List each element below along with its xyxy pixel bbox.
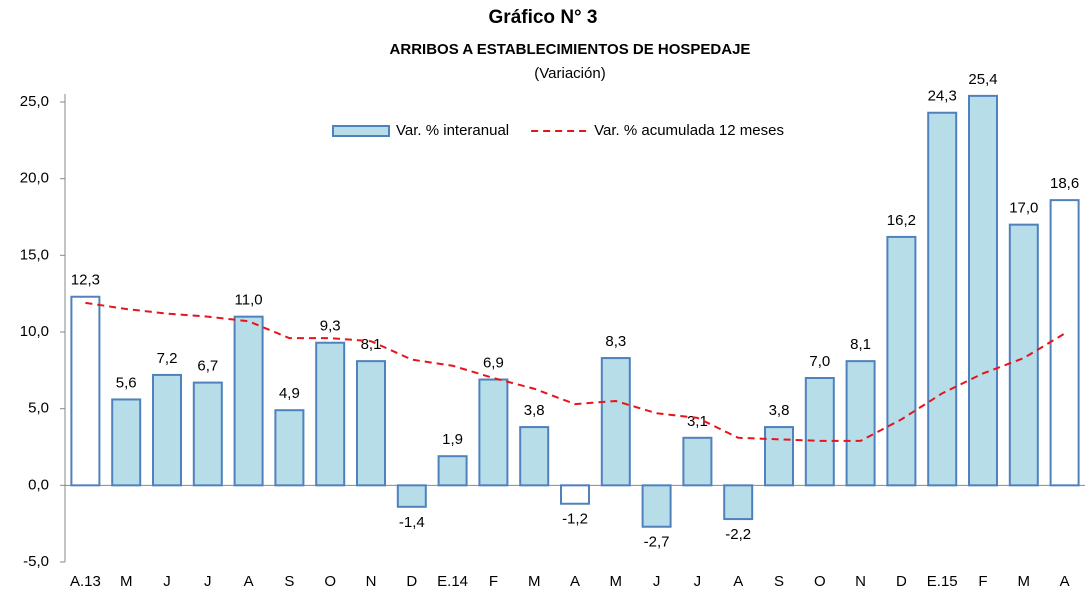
bar xyxy=(641,484,672,528)
value-label: 5,6 xyxy=(116,374,137,391)
x-tick-label: M xyxy=(528,573,541,590)
value-label: 3,8 xyxy=(769,402,790,419)
x-tick-label: D xyxy=(406,573,417,590)
x-tick-label: J xyxy=(694,573,702,590)
bar xyxy=(927,111,958,487)
value-label: -1,4 xyxy=(399,514,425,531)
line xyxy=(85,301,1066,442)
value-label: 11,0 xyxy=(235,292,263,309)
bar xyxy=(886,235,917,487)
x-tick-label: S xyxy=(774,573,784,590)
value-label: 12,3 xyxy=(71,272,100,289)
bar xyxy=(600,357,631,487)
value-label: 3,8 xyxy=(524,402,545,419)
value-label: 7,0 xyxy=(809,353,830,370)
x-tick-label: J xyxy=(204,573,212,590)
y-tick-label: 0,0 xyxy=(28,476,49,493)
x-tick-label: O xyxy=(814,573,826,590)
y-tick-label: 10,0 xyxy=(20,323,49,340)
chart-subtitle: ARRIBOS A ESTABLECIMIENTOS DE HOSPEDAJE xyxy=(390,41,751,58)
value-label: 16,2 xyxy=(887,212,916,229)
y-tick-label: -5,0 xyxy=(23,553,49,570)
value-label: 8,1 xyxy=(850,336,871,353)
x-tick-label: N xyxy=(366,573,377,590)
bar xyxy=(396,484,427,508)
bar xyxy=(478,378,509,487)
x-tick-label: M xyxy=(120,573,133,590)
bar xyxy=(1049,199,1080,487)
x-tick-label: F xyxy=(489,573,498,590)
value-label: 7,2 xyxy=(157,350,178,367)
bar xyxy=(315,341,346,487)
value-label: 6,9 xyxy=(483,355,504,372)
value-label: -1,2 xyxy=(562,511,588,528)
bar xyxy=(804,377,835,487)
bar xyxy=(1008,223,1039,487)
x-tick-label: M xyxy=(610,573,623,590)
x-tick-label: S xyxy=(284,573,294,590)
x-tick-label: A xyxy=(244,573,254,590)
bar xyxy=(233,315,264,487)
x-tick-label: N xyxy=(855,573,866,590)
value-label: 6,7 xyxy=(197,358,218,375)
bar xyxy=(968,94,998,487)
x-tick-label: A xyxy=(1060,573,1070,590)
x-tick-label: O xyxy=(324,573,336,590)
bar xyxy=(70,295,101,487)
x-tick-label: J xyxy=(163,573,171,590)
bar xyxy=(764,426,794,487)
x-tick-label: A xyxy=(570,573,580,590)
y-tick-label: 25,0 xyxy=(20,93,49,110)
value-label: 4,9 xyxy=(279,385,300,402)
chart-title: Gráfico N° 3 xyxy=(489,7,598,28)
x-tick-label: E.15 xyxy=(927,573,958,590)
legend-swatch xyxy=(332,125,390,137)
x-tick-label: M xyxy=(1018,573,1031,590)
value-label: 8,1 xyxy=(361,336,382,353)
y-tick-label: 20,0 xyxy=(20,170,49,187)
value-label: -2,2 xyxy=(725,526,751,543)
x-tick-label: A xyxy=(733,573,743,590)
bar xyxy=(356,360,386,487)
bar xyxy=(274,409,305,487)
bar xyxy=(682,436,713,487)
value-label: 25,4 xyxy=(968,71,997,88)
value-label: 9,3 xyxy=(320,318,341,335)
bar xyxy=(111,398,142,487)
bar xyxy=(723,484,754,521)
value-label: 1,9 xyxy=(442,431,463,448)
bar xyxy=(845,360,876,487)
bar xyxy=(519,426,550,487)
x-tick-label: J xyxy=(653,573,661,590)
y-tick-label: 5,0 xyxy=(28,400,49,417)
value-label: 24,3 xyxy=(928,88,957,105)
x-tick-label: F xyxy=(978,573,987,590)
value-label: 8,3 xyxy=(605,333,626,350)
chart-note: (Variación) xyxy=(534,65,605,82)
bar xyxy=(560,484,590,505)
x-tick-label: E.14 xyxy=(437,573,468,590)
value-label: 18,6 xyxy=(1050,175,1079,192)
value-label: 3,1 xyxy=(687,413,708,430)
x-tick-label: D xyxy=(896,573,907,590)
value-label: -2,7 xyxy=(644,534,670,551)
value-label: 17,0 xyxy=(1009,200,1038,217)
legend-label: Var. % interanual xyxy=(396,122,509,139)
x-tick-label: A.13 xyxy=(70,573,101,590)
bar xyxy=(192,381,223,487)
bar xyxy=(437,455,468,487)
y-tick-label: 15,0 xyxy=(20,246,49,263)
legend-label: Var. % acumulada 12 meses xyxy=(594,122,784,139)
bar xyxy=(152,373,182,487)
